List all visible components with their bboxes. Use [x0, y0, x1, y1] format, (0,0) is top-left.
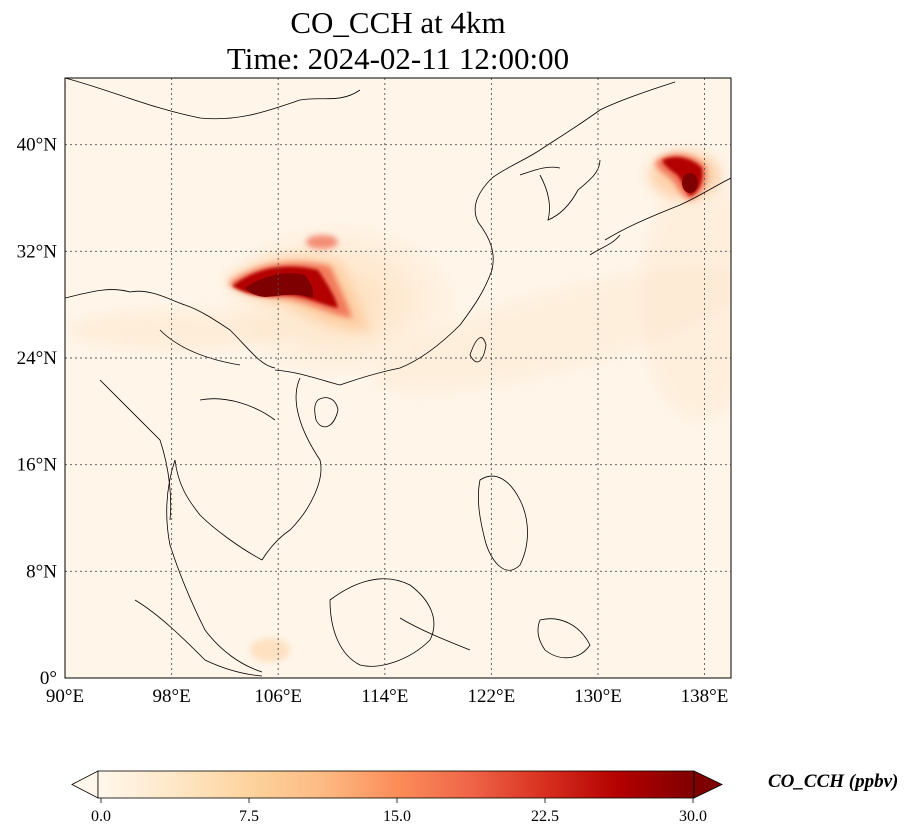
lat-tick-label: 16°N [17, 455, 58, 476]
map-title: CO_CCH at 4km [290, 5, 506, 40]
lat-tick-label: 8°N [26, 561, 57, 582]
lon-tick-label: 138°E [681, 686, 729, 707]
haze-spot-south [250, 638, 290, 662]
colorbar-label: CO_CCH (ppbv) [768, 771, 898, 792]
lon-tick-label: 98°E [152, 686, 190, 707]
lon-tick-label: 90°E [46, 686, 84, 707]
lat-tick-label: 24°N [17, 348, 58, 369]
lon-tick-label: 114°E [361, 686, 408, 707]
colorbar-tick-label: 30.0 [679, 808, 707, 825]
colorbar: 0.0 7.5 15.0 22.5 30.0 CO_CCH (ppbv) [71, 770, 898, 825]
colorbar-tick-label: 7.5 [239, 808, 259, 825]
haze-band-tibet [70, 310, 290, 350]
map-frame [64, 77, 732, 679]
colorbar-tick-label: 15.0 [383, 808, 411, 825]
gridlines [65, 78, 731, 678]
lon-tick-label: 122°E [468, 686, 516, 707]
colorbar-extend-max [693, 770, 723, 799]
lat-tick-label: 32°N [17, 241, 58, 262]
colorbar-gradient [97, 770, 695, 799]
lat-tick-label: 40°N [17, 135, 58, 156]
map-subtitle-time: Time: 2024-02-11 12:00:00 [226, 41, 570, 76]
colorbar-tick-label: 0.0 [91, 808, 111, 825]
lon-tick-label: 106°E [254, 686, 302, 707]
lon-tick-labels: 90°E 98°E 106°E 114°E 122°E 130°E 138°E [46, 686, 728, 707]
plume-japan [649, 151, 721, 200]
haze-band-east [640, 180, 731, 420]
coastlines-and-borders [65, 78, 731, 677]
colorbar-tick-label: 22.5 [531, 808, 559, 825]
colorbar-extend-min [71, 770, 99, 799]
plume-sichuan [225, 235, 372, 331]
lat-tick-labels: 0° 8°N 16°N 24°N 32°N 40°N [17, 135, 58, 689]
co-concentration-field [65, 78, 731, 678]
lon-tick-label: 130°E [574, 686, 622, 707]
lat-tick-label: 0° [40, 668, 57, 689]
